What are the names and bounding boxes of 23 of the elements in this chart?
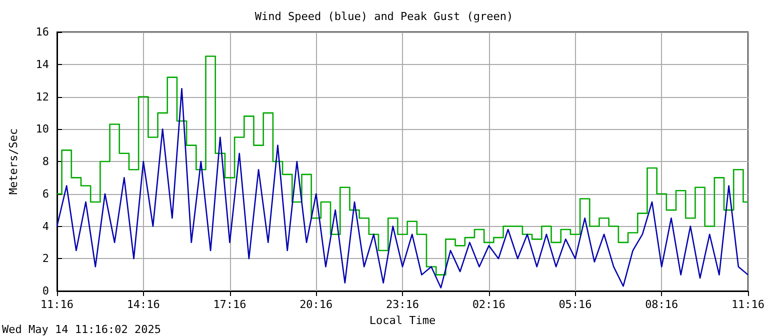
x-tick-label: 11:16 xyxy=(40,298,74,311)
x-axis-title: Local Time xyxy=(369,314,436,327)
y-tick-label: 2 xyxy=(42,252,49,266)
x-tick-label: 23:16 xyxy=(386,298,420,311)
x-tick-label: 05:16 xyxy=(558,298,592,311)
x-tick-label: 08:16 xyxy=(645,298,678,311)
y-axis-title: Meters/Sec xyxy=(7,128,20,195)
line-series xyxy=(56,88,749,288)
chart-title: Wind Speed (blue) and Peak Gust (green) xyxy=(254,10,514,23)
x-tick-label: 14:16 xyxy=(126,298,160,311)
y-tick-label: 14 xyxy=(36,58,50,71)
y-tick-label: 4 xyxy=(42,220,50,233)
y-tick-label: 12 xyxy=(36,90,49,104)
y-tick-label: 10 xyxy=(36,122,49,136)
x-tick-label: 11:16 xyxy=(731,298,765,311)
x-tick-label: 20:16 xyxy=(300,298,333,311)
text: Wed May 14 11:16:02 2025 xyxy=(2,323,161,336)
x-tick-label: 02:16 xyxy=(472,298,506,311)
x-tick-label: 17:16 xyxy=(213,298,246,311)
y-tick-label: 6 xyxy=(42,187,49,200)
y-tick-label: 8 xyxy=(42,155,49,168)
y-tick-label: 0 xyxy=(42,284,49,298)
y-tick-label: 16 xyxy=(36,26,49,38)
